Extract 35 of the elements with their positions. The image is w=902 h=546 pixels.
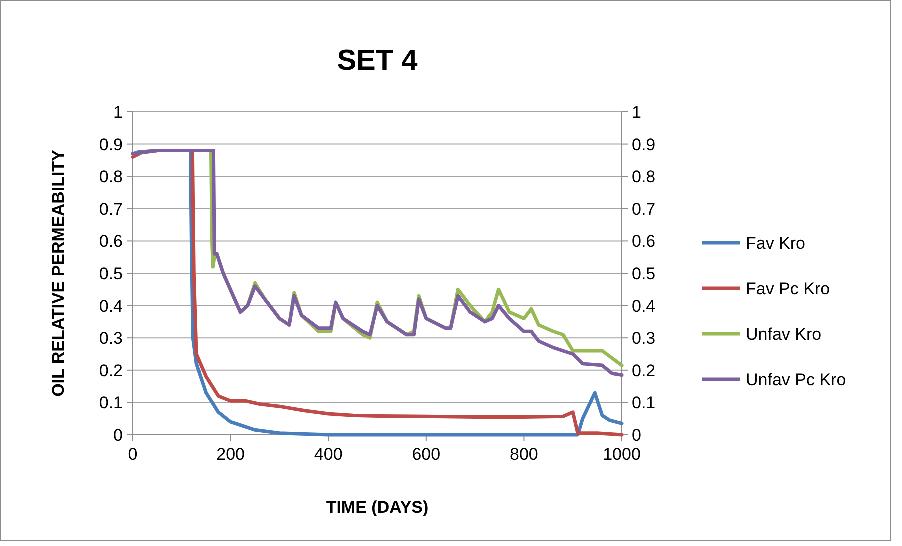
legend-label: Fav Kro [746, 234, 806, 253]
y-axis-title: OIL RELATIVE PERMEABILITY [49, 149, 68, 397]
y2-tick-label: 0.4 [632, 296, 656, 316]
y2-tick-label: 0.6 [632, 232, 656, 252]
legend-label: Unfav Kro [746, 325, 822, 344]
y2-tick-label: 0.1 [632, 394, 656, 413]
x-tick-label: 1000 [603, 445, 641, 464]
legend-label: Fav Pc Kro [746, 280, 830, 298]
legend-label: Unfav Pc Kro [746, 370, 846, 390]
y-tick-label: 0.7 [99, 200, 123, 219]
y2-tick-label: 0.8 [632, 168, 656, 187]
y2-tick-label: 1 [632, 103, 642, 122]
y-tick-label: 0.4 [99, 296, 123, 316]
y2-tick-label: 0.7 [632, 200, 656, 219]
y2-tick-label: 0.2 [632, 361, 656, 380]
y-tick-label: 1 [114, 103, 123, 122]
x-tick-label: 800 [510, 445, 538, 464]
y-tick-label: 0.2 [99, 361, 123, 380]
x-tick-label: 400 [314, 445, 343, 464]
y2-tick-label: 0.5 [632, 264, 656, 284]
y-tick-label: 0.6 [99, 232, 123, 252]
x-tick-label: 200 [216, 445, 245, 464]
y2-tick-label: 0 [632, 426, 642, 445]
y-tick-label: 0.1 [99, 394, 123, 413]
x-tick-label: 600 [412, 445, 441, 464]
x-tick-label: 0 [128, 445, 138, 464]
y2-tick-label: 0.3 [632, 329, 656, 348]
y-tick-label: 0.5 [99, 264, 123, 284]
y-tick-label: 0.9 [99, 135, 123, 154]
chart-title: SET 4 [337, 45, 418, 77]
y-tick-label: 0.8 [99, 168, 123, 187]
y2-tick-label: 0.9 [632, 135, 656, 154]
x-axis-title: TIME (DAYS) [326, 498, 429, 517]
y-tick-label: 0 [114, 426, 123, 445]
y-tick-label: 0.3 [99, 329, 123, 348]
